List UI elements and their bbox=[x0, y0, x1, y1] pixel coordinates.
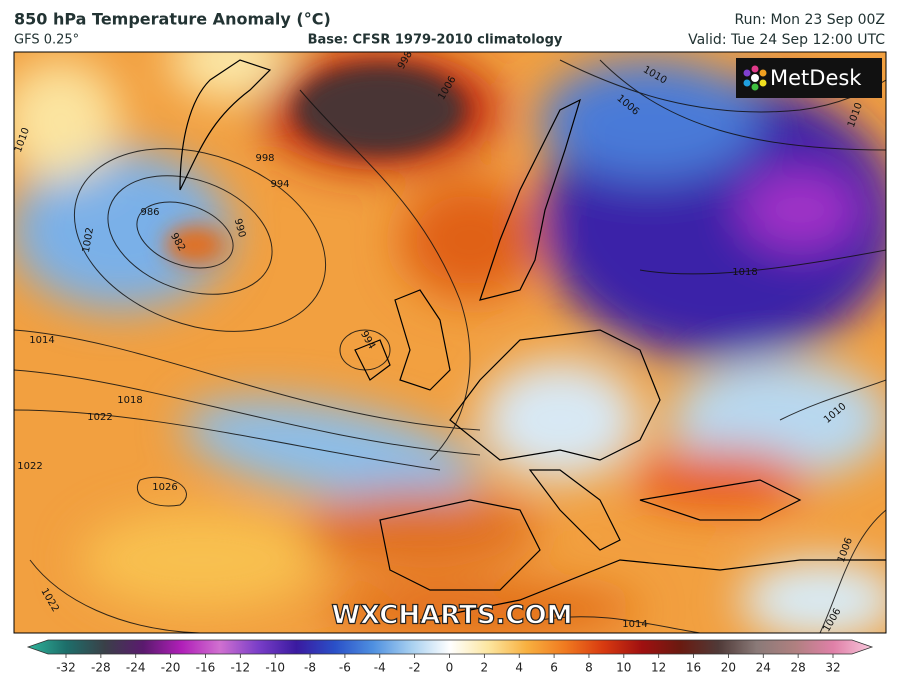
colorbar-tick-label: 4 bbox=[515, 661, 523, 675]
isobar-label: 1022 bbox=[17, 461, 42, 472]
colorbar-tick-label: -10 bbox=[265, 661, 285, 675]
colorbar-tick-label: 20 bbox=[721, 661, 736, 675]
colorbar-tick-label: -8 bbox=[304, 661, 316, 675]
model-name: GFS 0.25° bbox=[14, 33, 79, 48]
valid-time: Valid: Tue 24 Sep 12:00 UTC bbox=[688, 32, 885, 48]
base-climatology: Base: CFSR 1979-2010 climatology bbox=[308, 33, 563, 48]
colorbar-tick-label: 2 bbox=[481, 661, 489, 675]
colorbar-tick-label: -24 bbox=[126, 661, 146, 675]
colorbar-tick-label: 10 bbox=[616, 661, 631, 675]
colorbar-tick-label: -20 bbox=[161, 661, 181, 675]
colorbar-tick-label: -4 bbox=[374, 661, 386, 675]
colorbar-tick-label: -32 bbox=[56, 661, 76, 675]
coastlines bbox=[179, 59, 886, 621]
isobar-label: 994 bbox=[270, 179, 289, 190]
watermark: WXCHARTS.COM bbox=[331, 601, 572, 631]
isobar-label: 990 bbox=[232, 217, 248, 238]
isobar-label: 1018 bbox=[117, 395, 142, 406]
colorbar-tick-label: 28 bbox=[790, 661, 805, 675]
colorbar-tick-label: 32 bbox=[825, 661, 840, 675]
isobar-label: 1014 bbox=[622, 619, 647, 630]
logo-icon bbox=[743, 65, 767, 91]
colorbar-tick-label: 24 bbox=[756, 661, 771, 675]
colorbar-scale bbox=[26, 639, 874, 655]
colorbar-tick-label: -16 bbox=[196, 661, 216, 675]
isobar-label: 1022 bbox=[87, 412, 112, 423]
isobar-label: 1002 bbox=[81, 227, 96, 254]
colorbar-tick-label: 16 bbox=[686, 661, 701, 675]
colorbar-tick-label: -12 bbox=[231, 661, 251, 675]
map-title: 850 hPa Temperature Anomaly (°C) bbox=[14, 10, 331, 29]
colorbar-tick-label: 6 bbox=[550, 661, 558, 675]
logo: MetDesk bbox=[736, 58, 882, 98]
run-time: Run: Mon 23 Sep 00Z bbox=[735, 12, 886, 28]
isobar-label: 986 bbox=[140, 207, 159, 218]
map-frame bbox=[13, 51, 887, 634]
colorbar-tick-label: 12 bbox=[651, 661, 666, 675]
isobars bbox=[14, 59, 886, 633]
logo-text: MetDesk bbox=[770, 66, 862, 90]
colorbar-tick-label: -6 bbox=[339, 661, 351, 675]
colorbar-tick-label: 0 bbox=[446, 661, 454, 675]
isobar-label: 1014 bbox=[29, 335, 54, 346]
colorbar-tick-label: -28 bbox=[91, 661, 111, 675]
isobar-label: 1018 bbox=[732, 267, 757, 278]
colorbar-tick-label: 8 bbox=[585, 661, 593, 675]
map-field: 9989949869829901002101410181022102210261… bbox=[14, 52, 886, 633]
colorbar-tick-label: -2 bbox=[409, 661, 421, 675]
colorbar: -32 -28 -24 -20 -16 -12 -10 -8 -6 -4 -2 0 2 4 6 8 10 12 16… bbox=[26, 639, 874, 675]
isobar-label: 998 bbox=[255, 153, 274, 164]
isobar-label: 1026 bbox=[152, 482, 177, 493]
